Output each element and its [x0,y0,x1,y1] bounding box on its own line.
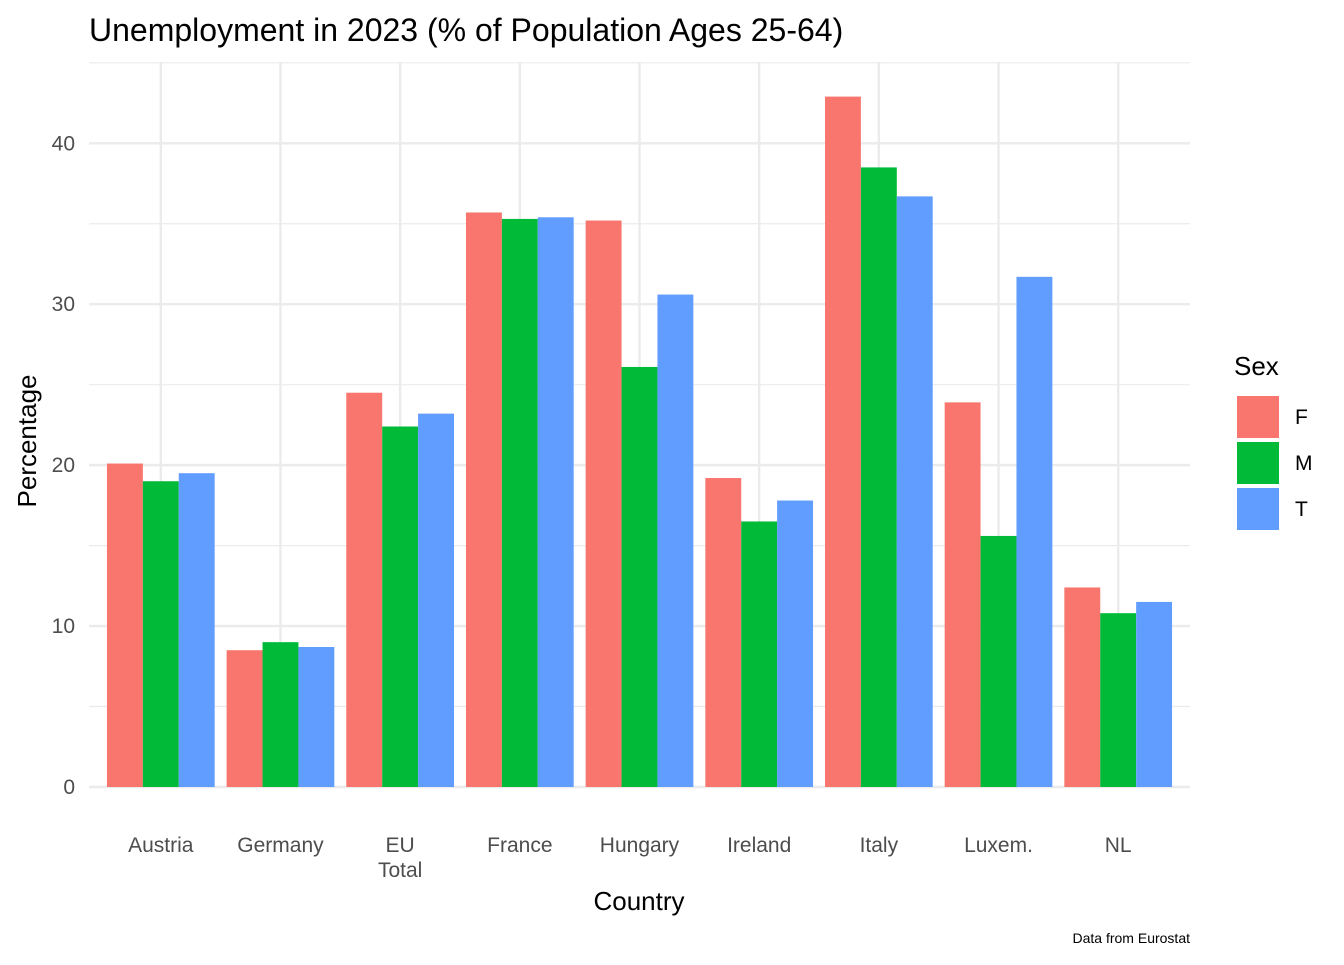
y-tick-label: 30 [52,293,75,316]
y-tick-label: 10 [52,615,75,638]
x-tick-label: Hungary [600,834,680,857]
bar-f [1064,587,1101,787]
legend-label-t: T [1295,498,1308,521]
bar-m [262,642,299,787]
bar-m [142,481,179,787]
legend-swatch-m [1237,442,1279,484]
bar-m [382,426,419,787]
x-axis-title: Country [593,886,684,916]
y-tick-label: 0 [63,776,75,799]
x-tick-label: Italy [860,834,899,857]
bar-t [1136,601,1173,787]
bar-f [585,220,622,787]
bar-m [1100,613,1137,787]
legend-swatch-f [1237,396,1279,438]
bar-t [657,294,694,787]
bar-m [621,366,658,787]
y-axis-title: Percentage [12,375,42,508]
y-tick-label: 40 [52,132,75,155]
bar-m [980,535,1017,787]
bar-t [777,500,814,787]
legend: Sex FMT [1234,351,1313,530]
x-tick-label: Austria [128,834,194,857]
bar-f [465,212,502,788]
bar-t [537,217,574,788]
bar-f [106,463,143,787]
bar-f [346,392,383,787]
legend-swatch-t [1237,488,1279,530]
y-tick-labels: 0 10 20 30 40 [52,132,75,799]
x-tick-label: EU Total [378,834,422,882]
chart-caption: Data from Eurostat [1073,930,1191,946]
bar-t [896,196,933,787]
chart-title: Unemployment in 2023 (% of Population Ag… [89,12,843,48]
legend-label-f: F [1295,406,1308,429]
x-tick-label: Germany [237,834,324,857]
bar-f [226,650,263,787]
bars [106,96,1173,788]
bar-f [944,402,981,787]
x-tick-label: Luxem. [964,834,1033,857]
x-tick-label: Ireland [727,834,791,857]
x-tick-labels: Austria Germany EU Total France Hungary Irelan… [128,834,1132,882]
legend-title: Sex [1234,351,1279,381]
bar-m [860,167,897,787]
bar-t [1016,276,1053,787]
x-tick-label: France [487,834,552,857]
legend-label-m: M [1295,452,1313,475]
bar-m [501,218,538,787]
y-tick-label: 20 [52,454,75,477]
bar-t [178,473,215,787]
bar-t [418,413,454,787]
legend-items: FMT [1237,396,1313,530]
bar-t [298,646,335,787]
bar-m [741,521,778,787]
x-tick-label: NL [1105,834,1132,857]
bar-f [824,96,861,788]
bar-f [705,478,742,787]
